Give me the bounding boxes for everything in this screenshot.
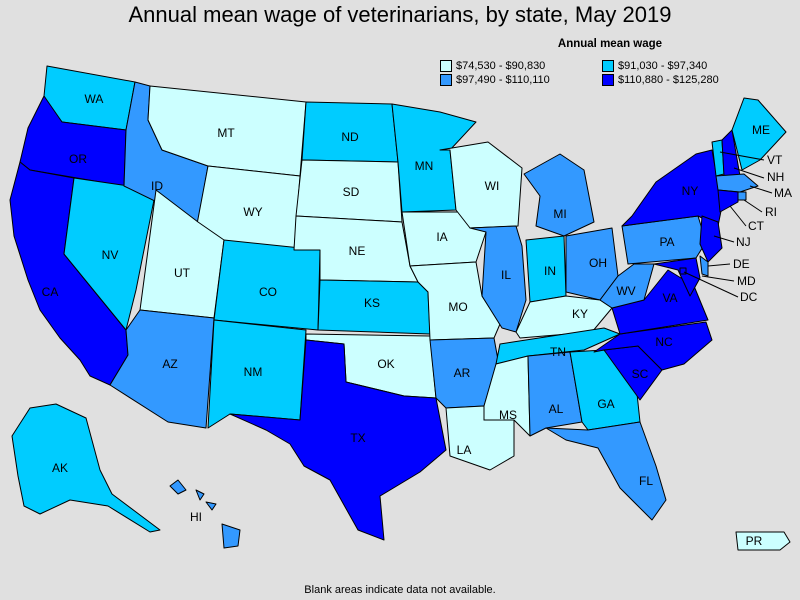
- state-label-nd: ND: [341, 130, 359, 144]
- state-label-tn: TN: [550, 345, 566, 359]
- state-label-ct: CT: [748, 219, 765, 233]
- state-ri: [737, 191, 747, 201]
- state-label-md: MD: [737, 274, 756, 288]
- state-label-az: AZ: [162, 357, 177, 371]
- state-label-tx: TX: [350, 431, 365, 445]
- legend-swatch-tier-3: [440, 74, 452, 86]
- state-label-wi: WI: [485, 179, 500, 193]
- state-hi: [169, 479, 241, 549]
- state-label-sd: SD: [343, 185, 360, 199]
- state-nj: [699, 215, 723, 263]
- state-label-nm: NM: [244, 365, 263, 379]
- legend-swatch-tier-4: [602, 74, 614, 86]
- state-tx: [229, 339, 447, 541]
- legend-item-tier-1: $74,530 - $90,830: [440, 60, 602, 72]
- state-label-mn: MN: [415, 159, 434, 173]
- state-label-wa: WA: [85, 92, 104, 106]
- state-label-sc: SC: [632, 367, 649, 381]
- legend-label-tier-4: $110,880 - $125,280: [618, 74, 719, 86]
- state-nc: [593, 321, 713, 371]
- state-label-wv: WV: [616, 284, 635, 298]
- legend: Annual mean wage $74,530 - $90,830 $91,0…: [440, 38, 770, 86]
- state-al: [527, 351, 583, 437]
- state-label-id: ID: [151, 179, 163, 193]
- state-label-al: AL: [549, 402, 564, 416]
- state-label-mi: MI: [553, 207, 566, 221]
- state-label-oh: OH: [589, 256, 607, 270]
- state-ia: [401, 211, 487, 267]
- legend-swatch-tier-2: [602, 60, 614, 72]
- legend-swatch-tier-1: [440, 60, 452, 72]
- state-label-dc: DC: [740, 290, 758, 304]
- state-label-ma: MA: [774, 186, 792, 200]
- state-label-ut: UT: [174, 266, 191, 280]
- state-label-ks: KS: [364, 296, 380, 310]
- state-label-ak: AK: [52, 461, 68, 475]
- state-ak: [11, 403, 161, 533]
- state-label-me: ME: [752, 123, 770, 137]
- state-label-il: IL: [501, 268, 511, 282]
- state-label-fl: FL: [639, 474, 653, 488]
- state-label-ar: AR: [454, 366, 471, 380]
- state-label-in: IN: [544, 264, 556, 278]
- state-label-hi: HI: [190, 510, 202, 524]
- state-label-ms: MS: [499, 408, 517, 422]
- legend-item-tier-3: $97,490 - $110,110: [440, 74, 602, 86]
- state-label-nv: NV: [102, 248, 119, 262]
- state-label-wy: WY: [243, 205, 262, 219]
- state-label-nj: NJ: [736, 235, 751, 249]
- state-fl: [545, 421, 667, 521]
- state-label-ia: IA: [436, 230, 447, 244]
- state-label-la: LA: [457, 443, 472, 457]
- state-label-ca: CA: [42, 285, 59, 299]
- state-dc: [679, 267, 687, 275]
- state-label-de: DE: [733, 257, 750, 271]
- state-label-ne: NE: [349, 244, 366, 258]
- map-title: Annual mean wage of veterinarians, by st…: [128, 2, 672, 27]
- state-label-mt: MT: [217, 126, 235, 140]
- state-label-nc: NC: [655, 335, 673, 349]
- state-ct: [717, 189, 739, 213]
- state-label-vt: VT: [767, 153, 783, 167]
- state-ma: [715, 173, 759, 193]
- state-label-mo: MO: [448, 300, 467, 314]
- state-label-pr: PR: [746, 534, 763, 548]
- footnote: Blank areas indicate data not available.: [304, 584, 496, 596]
- state-pr: [735, 531, 791, 551]
- legend-item-tier-4: $110,880 - $125,280: [602, 74, 770, 86]
- state-label-ny: NY: [682, 184, 699, 198]
- state-label-ri: RI: [765, 205, 777, 219]
- state-label-ok: OK: [377, 357, 394, 371]
- legend-label-tier-2: $91,030 - $97,340: [618, 60, 708, 72]
- legend-item-tier-2: $91,030 - $97,340: [602, 60, 770, 72]
- state-md: [653, 257, 701, 297]
- state-de: [699, 255, 709, 277]
- state-label-ga: GA: [597, 397, 614, 411]
- state-me: [731, 97, 787, 171]
- legend-title: Annual mean wage: [557, 38, 663, 50]
- state-label-co: CO: [259, 285, 277, 299]
- state-label-ky: KY: [572, 307, 588, 321]
- state-label-pa: PA: [659, 235, 674, 249]
- state-label-nh: NH: [767, 170, 784, 184]
- state-mi: [523, 153, 595, 237]
- legend-label-tier-3: $97,490 - $110,110: [456, 74, 550, 86]
- state-label-or: OR: [69, 152, 87, 166]
- state-ny: [621, 149, 723, 227]
- state-label-va: VA: [662, 291, 677, 305]
- legend-label-tier-1: $74,530 - $90,830: [456, 60, 546, 72]
